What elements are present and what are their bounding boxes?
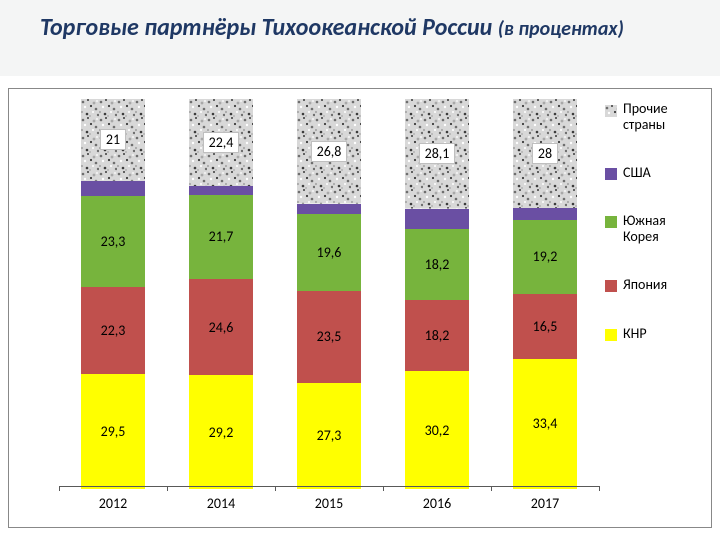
bar-segment-korea: 18,2 [405, 229, 469, 300]
legend-label: КНР [623, 326, 647, 342]
bar-segment-usa [513, 208, 577, 219]
bar-segment-korea: 21,7 [189, 195, 253, 280]
legend-item-korea: Южная Корея [605, 213, 703, 245]
x-axis-tick [275, 486, 276, 491]
value-label: 28 [532, 143, 558, 164]
x-axis-label: 2012 [81, 495, 145, 512]
x-axis-baseline [59, 486, 599, 487]
value-label: 33,4 [533, 415, 558, 432]
plot-area: 29,5 22,3 23,3 21 29,2 24,6 21,7 22,4 27,3 23,5 19… [59, 99, 599, 489]
bar-segment-other: 21 [81, 99, 145, 181]
bar-segment-other: 26,8 [297, 99, 361, 204]
bar-segment-china: 29,5 [81, 374, 145, 489]
legend-label: Южная Корея [623, 213, 703, 245]
bar-segment-usa [189, 186, 253, 194]
value-label: 21 [100, 129, 126, 150]
legend-label: Япония [623, 277, 667, 293]
slide: Торговые партнёры Тихоокеанской России (… [0, 0, 720, 540]
value-label: 26,8 [311, 141, 348, 162]
bar-segment-usa [405, 209, 469, 230]
x-axis-tick [59, 486, 60, 491]
value-label: 29,5 [101, 423, 126, 440]
legend-item-china: КНР [605, 326, 703, 342]
bar-segment-japan: 16,5 [513, 294, 577, 358]
legend-label: США [623, 165, 651, 181]
bar-segment-japan: 18,2 [405, 300, 469, 371]
x-axis-label: 2015 [297, 495, 361, 512]
bar-segment-japan: 24,6 [189, 279, 253, 375]
bar-segment-other: 28,1 [405, 99, 469, 209]
bar-segment-other: 28 [513, 99, 577, 208]
page-title: Торговые партнёры Тихоокеанской России (… [40, 14, 696, 42]
x-axis-tick [167, 486, 168, 491]
bar-segment-korea: 23,3 [81, 196, 145, 287]
value-label: 18,2 [425, 327, 450, 344]
x-axis-label: 2017 [513, 495, 577, 512]
value-label: 22,4 [203, 132, 240, 153]
bar-column: 27,3 23,5 19,6 26,8 [297, 99, 361, 489]
bar-segment-korea: 19,2 [513, 220, 577, 295]
x-axis-tick [491, 486, 492, 491]
bar-column: 30,2 18,2 18,2 28,1 [405, 99, 469, 489]
value-label: 19,2 [533, 248, 558, 265]
legend-swatch [605, 104, 617, 116]
bar-segment-usa [297, 204, 361, 215]
bar-segment-china: 27,3 [297, 383, 361, 489]
x-axis-label: 2016 [405, 495, 469, 512]
bar-segment-japan: 22,3 [81, 287, 145, 374]
value-label: 21,7 [209, 228, 234, 245]
bar-segment-china: 29,2 [189, 375, 253, 489]
legend-swatch [605, 329, 617, 341]
x-axis-label: 2014 [189, 495, 253, 512]
bar-segment-korea: 19,6 [297, 214, 361, 290]
legend-item-other: Прочие страны [605, 101, 703, 133]
value-label: 16,5 [533, 318, 558, 335]
bar-segment-other: 22,4 [189, 99, 253, 186]
legend-label: Прочие страны [623, 101, 703, 133]
value-label: 27,3 [317, 427, 342, 444]
bar-segment-japan: 23,5 [297, 291, 361, 383]
legend-swatch [605, 168, 617, 180]
title-main: Торговые партнёры Тихоокеанской России [40, 13, 498, 42]
value-label: 18,2 [425, 256, 450, 273]
x-axis-tick [383, 486, 384, 491]
value-label: 28,1 [419, 143, 456, 164]
x-axis-tick [599, 486, 600, 491]
value-label: 19,6 [317, 244, 342, 261]
legend-swatch [605, 280, 617, 292]
legend-swatch [605, 216, 617, 228]
legend-item-usa: США [605, 165, 703, 181]
x-axis-labels: 2012 2014 2015 2016 2017 [59, 495, 599, 515]
title-sub: (в процентах) [498, 17, 624, 41]
bar-segment-china: 30,2 [405, 371, 469, 489]
value-label: 24,6 [209, 319, 234, 336]
chart-frame: 29,5 22,3 23,3 21 29,2 24,6 21,7 22,4 27,3 23,5 19… [8, 88, 712, 528]
bar-column: 29,5 22,3 23,3 21 [81, 99, 145, 489]
bar-segment-china: 33,4 [513, 359, 577, 489]
legend: Прочие страны США Южная Корея Япония КНР [605, 101, 703, 342]
value-label: 30,2 [425, 422, 450, 439]
bar-column: 29,2 24,6 21,7 22,4 [189, 99, 253, 489]
legend-item-japan: Япония [605, 277, 703, 293]
value-label: 22,3 [101, 322, 126, 339]
value-label: 23,5 [317, 328, 342, 345]
bar-column: 33,4 16,5 19,2 28 [513, 99, 577, 489]
bar-segment-usa [81, 181, 145, 196]
value-label: 29,2 [209, 424, 234, 441]
value-label: 23,3 [101, 233, 126, 250]
